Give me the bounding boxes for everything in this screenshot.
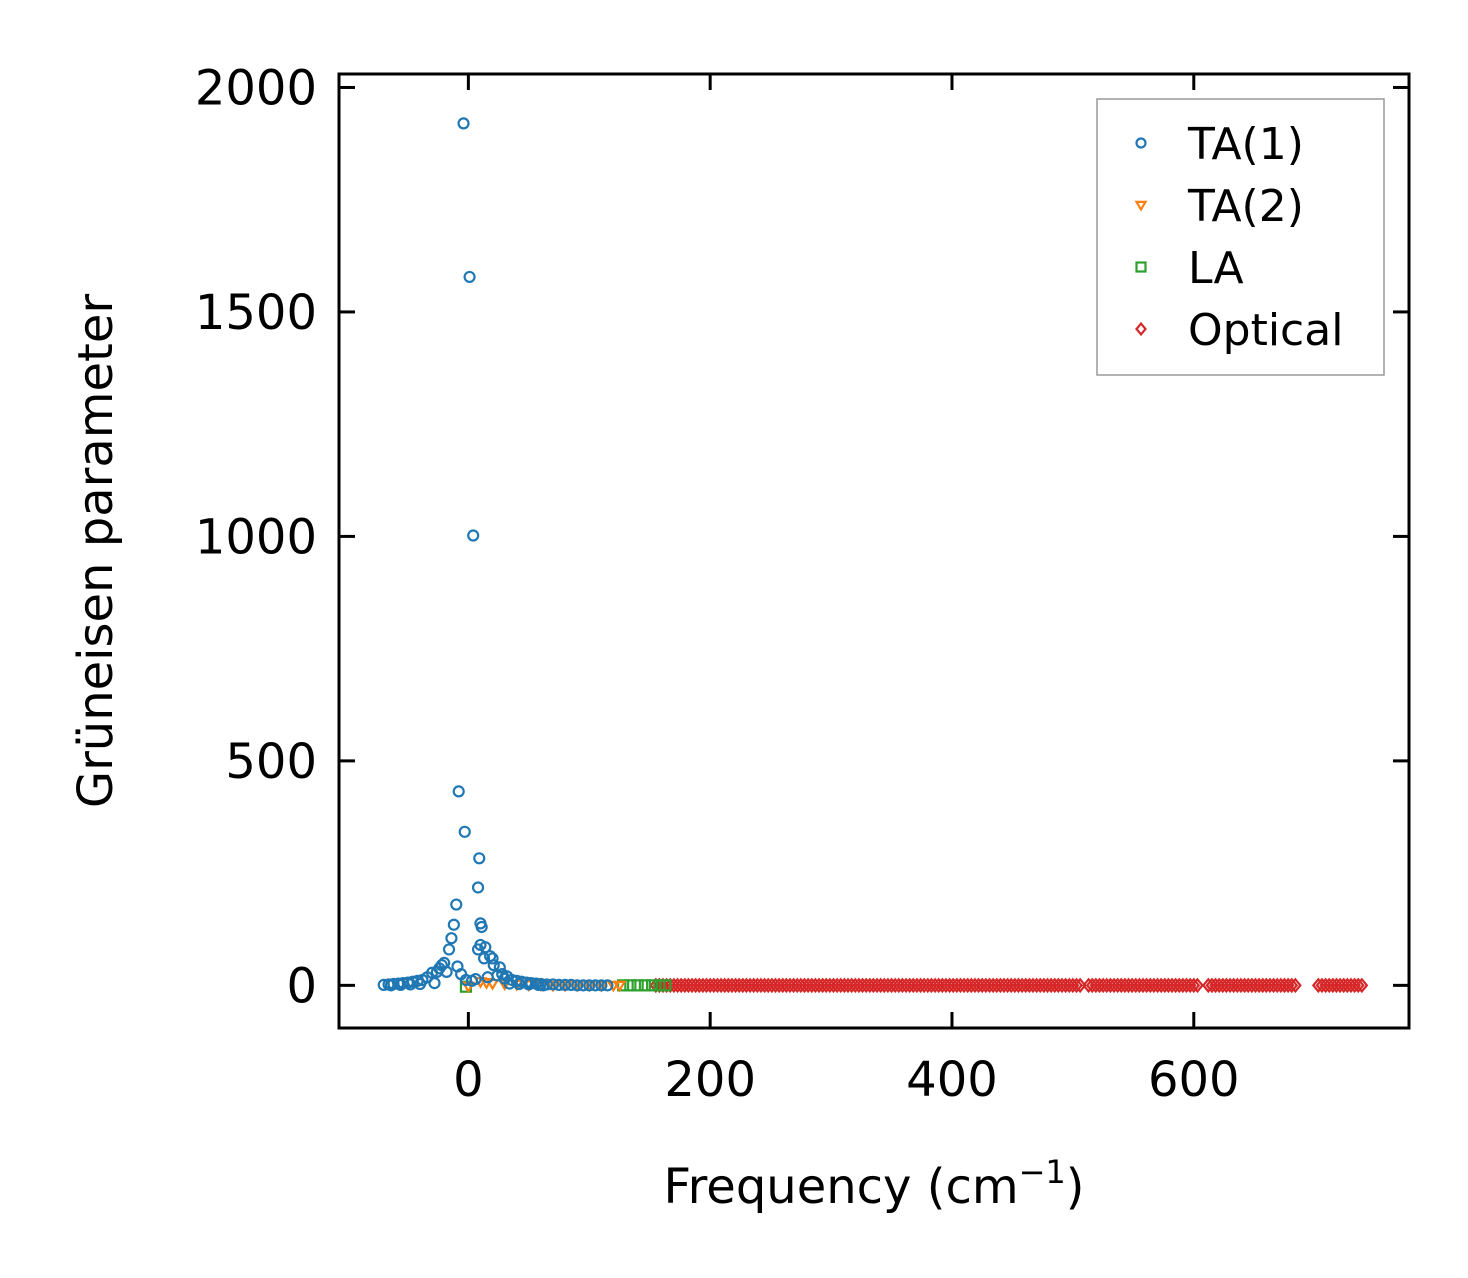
- data-point: [384, 979, 398, 992]
- data-point: [631, 979, 644, 992]
- data-point: [493, 961, 506, 974]
- data-point: [458, 825, 471, 838]
- data-point: [624, 979, 637, 992]
- data-point: [617, 979, 630, 992]
- data-point: [442, 943, 456, 956]
- legend-entry: TA(1): [1135, 119, 1304, 170]
- data-point: [646, 979, 659, 992]
- data-point: [463, 270, 476, 284]
- legend-marker: [1134, 200, 1148, 212]
- y-axis-label: Grüneisen parameter: [68, 294, 124, 809]
- series-optical: [649, 977, 1369, 994]
- data-point: [479, 941, 492, 954]
- data-point: [452, 785, 465, 798]
- y-tick-label: 2000: [195, 60, 317, 116]
- data-point: [570, 980, 585, 993]
- data-point: [428, 977, 441, 990]
- data-point: [638, 979, 651, 992]
- data-point: [659, 979, 672, 992]
- y-tick-label: 1000: [195, 509, 317, 565]
- plot-frame: [337, 72, 1411, 1030]
- data-point: [377, 978, 390, 992]
- axes: 0 200 400 600 0 500 1000 1500 2000: [195, 60, 1409, 1108]
- data-point: [532, 978, 545, 992]
- data-point: [487, 959, 500, 972]
- data-point: [1190, 977, 1204, 994]
- x-tick-label: 600: [1148, 1052, 1240, 1108]
- data-point: [1288, 977, 1302, 994]
- legend-entry: TA(2): [1134, 181, 1304, 232]
- data-point: [577, 979, 590, 992]
- data-point: [589, 979, 602, 992]
- data-point: [445, 932, 458, 945]
- legend-marker: [1135, 261, 1147, 273]
- data-point: [583, 979, 596, 992]
- data-point: [457, 117, 470, 130]
- x-axis-label-superscript: −1: [1019, 1153, 1066, 1191]
- series-ta-1: [377, 117, 614, 992]
- data-point: [467, 529, 480, 542]
- data-point: [601, 979, 614, 992]
- data-point: [491, 969, 504, 982]
- legend: TA(1) TA(2) LA Optical: [1096, 98, 1385, 376]
- data-point: [558, 980, 573, 993]
- data-point: [582, 980, 597, 993]
- x-axis-label-close: ): [1066, 1159, 1085, 1215]
- legend-entry: LA: [1135, 243, 1244, 294]
- data-point: [1355, 977, 1369, 994]
- y-tick-label: 500: [225, 734, 317, 790]
- y-tick-label: 0: [286, 958, 317, 1014]
- legend-entry: Optical: [1135, 305, 1343, 356]
- data-point: [471, 943, 485, 956]
- y-tick-label: 1500: [195, 285, 317, 341]
- data-marks: [377, 117, 1369, 994]
- data-point: [552, 978, 566, 992]
- data-point: [447, 918, 460, 931]
- data-point: [477, 952, 491, 965]
- data-point: [1070, 977, 1083, 994]
- legend-label: TA(2): [1187, 181, 1304, 232]
- legend-marker: [1135, 321, 1147, 337]
- x-tick-label: 200: [664, 1052, 756, 1108]
- data-point: [473, 852, 486, 865]
- data-point: [475, 920, 488, 934]
- data-point: [558, 978, 572, 992]
- data-point: [1073, 977, 1087, 994]
- data-point: [594, 980, 609, 993]
- data-point: [537, 979, 550, 992]
- data-point: [571, 979, 584, 992]
- data-point: [486, 952, 499, 965]
- data-point: [595, 979, 608, 992]
- data-point: [565, 978, 578, 992]
- data-point: [450, 898, 463, 911]
- legend-label: Optical: [1188, 305, 1343, 356]
- data-point: [1285, 977, 1299, 994]
- legend-marker: [1135, 137, 1147, 149]
- x-axis-label-main: Frequency (cm: [663, 1159, 1018, 1215]
- data-point: [612, 980, 627, 993]
- data-point: [469, 972, 482, 986]
- data-point: [1351, 977, 1365, 994]
- data-point: [471, 881, 485, 894]
- x-tick-label: 0: [453, 1052, 484, 1108]
- x-tick-label: 400: [906, 1052, 998, 1108]
- legend-label: TA(1): [1187, 119, 1304, 170]
- data-point: [1187, 977, 1201, 994]
- data-point: [440, 965, 453, 978]
- legend-label: LA: [1188, 243, 1244, 294]
- x-axis-label: Frequency (cm−1): [663, 1153, 1084, 1215]
- data-point: [546, 980, 560, 993]
